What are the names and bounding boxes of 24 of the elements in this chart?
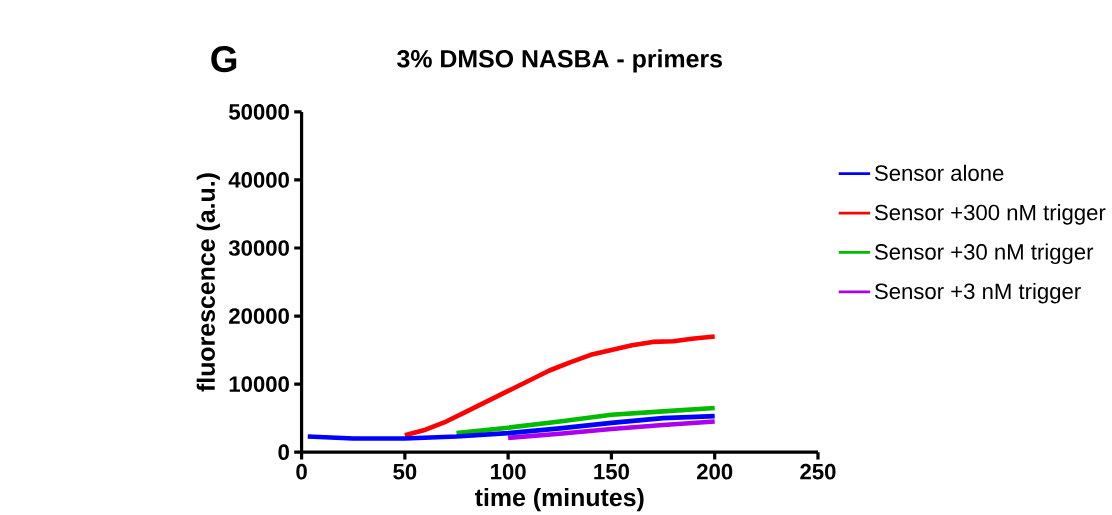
text: G <box>211 45 237 73</box>
chart-title: 3% DMSO NASBA - primers <box>397 49 722 73</box>
x-tick-label: 200 <box>697 463 733 480</box>
x-tick-label: 50 <box>393 463 417 480</box>
x-axis-title: time (minutes) <box>475 487 644 511</box>
legend-label: Sensor +3 nM trigger <box>874 282 1081 304</box>
x-tick-label: 250 <box>800 463 836 480</box>
legend-label: Sensor +30 nM trigger <box>874 243 1094 264</box>
line-series <box>505 419 717 440</box>
y-tick-label: 40000 <box>228 171 289 188</box>
x-tick-label: 100 <box>491 463 526 480</box>
y-tick-label: 20000 <box>229 308 289 324</box>
y-tick-label: 30000 <box>228 239 289 256</box>
legend-label: Sensor +300 nM trigger <box>874 203 1106 225</box>
line-series <box>305 413 717 441</box>
x-tick-label: 0 <box>296 463 307 480</box>
y-tick-label: 0 <box>278 444 289 460</box>
x-tick-label: 150 <box>594 463 629 480</box>
line-series <box>454 405 717 436</box>
line-series <box>402 333 717 438</box>
y-tick-label: 50000 <box>228 103 289 120</box>
y-tick-label: 10000 <box>229 376 289 392</box>
y-axis-title: fluorescence (a.u.) <box>196 173 220 392</box>
legend-label: Sensor alone <box>874 164 1004 181</box>
